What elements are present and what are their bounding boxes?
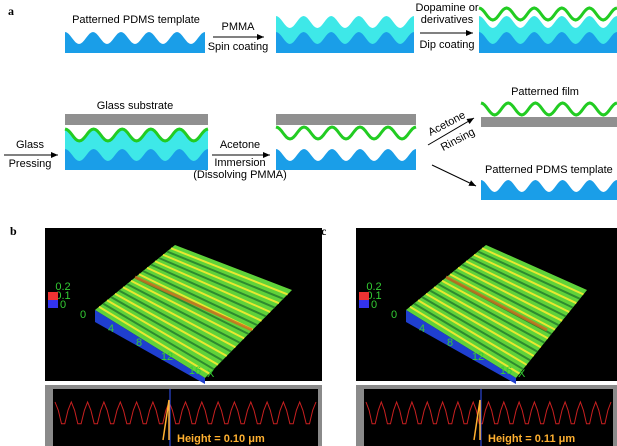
x-tick-label: 12 [161, 351, 173, 363]
z-tick-label: 0 [60, 299, 66, 311]
x-tick-label: 8 [136, 337, 142, 349]
step-title: Glass substrate [97, 100, 173, 112]
x-tick-label: 8 [447, 337, 453, 349]
z-tick-label: 0 [371, 299, 377, 311]
glass [65, 114, 208, 125]
x-tick-label: 16 [500, 365, 512, 377]
arrow-label: Dip coating [419, 39, 474, 51]
color-scale [48, 300, 58, 308]
arrow-label: Spin coating [208, 41, 269, 53]
layer [65, 32, 205, 53]
arrow-label: derivatives [421, 14, 474, 26]
arrow-label: Glass [16, 139, 45, 151]
x-tick-label: 4 [108, 323, 114, 335]
arrow-label: Acetone [220, 139, 260, 151]
step-title: Patterned PDMS template [485, 164, 613, 176]
arrow-label: Pressing [9, 158, 52, 170]
x-tick-label: 12 [472, 351, 484, 363]
height-label: Height = 0.11 μm [488, 433, 575, 445]
pda-film [276, 127, 416, 139]
x-tick-label: 0 [80, 309, 86, 321]
x-tick-label: 16 [189, 365, 201, 377]
arrow [432, 165, 476, 186]
arrow-label: Immersion [214, 157, 265, 169]
step-title: Patterned PDMS template [72, 14, 200, 26]
x-tick-label: 0 [391, 309, 397, 321]
panel-label: b [10, 224, 17, 238]
panel-label: c [321, 224, 327, 238]
x-axis-label: X [518, 368, 526, 380]
step-title: Patterned film [511, 86, 579, 98]
x-axis-label: X [207, 368, 215, 380]
pda-film [481, 103, 617, 115]
arrow-label: Dopamine or [416, 2, 479, 14]
panel-label: a [8, 4, 14, 18]
height-label: Height = 0.10 μm [177, 433, 265, 445]
x-tick-label: 4 [419, 323, 425, 335]
arrow-label: (Dissolving PMMA) [193, 169, 287, 181]
pda-film [479, 8, 617, 20]
layer [276, 149, 416, 170]
glass [481, 117, 617, 127]
layer [481, 180, 617, 200]
figure: a Patterned PDMS template PMMA Spin coat… [0, 0, 617, 446]
color-scale [359, 300, 369, 308]
glass [276, 114, 416, 125]
arrow-label: PMMA [222, 21, 256, 33]
